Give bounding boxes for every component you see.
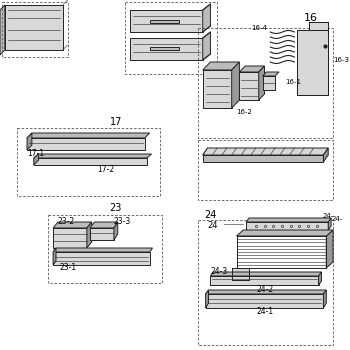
Polygon shape — [53, 252, 150, 265]
Polygon shape — [262, 76, 275, 90]
Polygon shape — [5, 5, 63, 50]
Polygon shape — [203, 148, 328, 155]
Text: 23-2: 23-2 — [57, 217, 74, 226]
Polygon shape — [203, 32, 210, 60]
Polygon shape — [34, 154, 38, 165]
Polygon shape — [27, 133, 150, 138]
Polygon shape — [130, 38, 203, 60]
Text: 16-2: 16-2 — [236, 109, 252, 115]
Polygon shape — [246, 218, 331, 222]
Text: 24-2: 24-2 — [257, 286, 274, 294]
Text: 17: 17 — [110, 117, 122, 127]
Polygon shape — [203, 155, 323, 162]
Polygon shape — [298, 30, 328, 95]
Text: 16-4: 16-4 — [252, 25, 267, 31]
Polygon shape — [34, 158, 147, 165]
Polygon shape — [87, 222, 92, 248]
Polygon shape — [205, 294, 323, 308]
Polygon shape — [259, 66, 265, 100]
Text: 24: 24 — [208, 222, 218, 231]
Polygon shape — [53, 228, 87, 248]
Polygon shape — [150, 20, 178, 23]
Polygon shape — [53, 222, 92, 228]
Polygon shape — [53, 248, 153, 252]
Text: 24-3: 24-3 — [210, 267, 228, 276]
Polygon shape — [232, 62, 239, 108]
Text: 16: 16 — [304, 13, 318, 23]
Polygon shape — [328, 218, 331, 230]
Text: 17-2: 17-2 — [98, 164, 115, 174]
Polygon shape — [326, 230, 333, 268]
Text: 24-1: 24-1 — [257, 308, 274, 316]
Text: 16-1: 16-1 — [285, 79, 301, 85]
Polygon shape — [210, 272, 321, 276]
Polygon shape — [239, 66, 265, 72]
Polygon shape — [232, 268, 249, 274]
Text: 24: 24 — [204, 210, 217, 220]
Polygon shape — [90, 228, 114, 240]
Polygon shape — [27, 138, 145, 150]
Polygon shape — [205, 290, 326, 294]
Polygon shape — [203, 4, 210, 32]
Polygon shape — [323, 290, 326, 308]
Text: 24-: 24- — [323, 214, 334, 226]
Polygon shape — [150, 47, 178, 50]
Polygon shape — [210, 276, 318, 285]
Polygon shape — [0, 5, 5, 55]
Polygon shape — [262, 72, 279, 76]
Polygon shape — [318, 272, 321, 285]
Text: 23-1: 23-1 — [60, 264, 77, 273]
Polygon shape — [205, 290, 209, 308]
Polygon shape — [130, 10, 203, 32]
Polygon shape — [323, 148, 328, 162]
Polygon shape — [114, 222, 118, 240]
Polygon shape — [203, 70, 232, 108]
Text: 23-3: 23-3 — [114, 217, 131, 226]
Polygon shape — [53, 248, 56, 265]
Text: 23: 23 — [110, 203, 122, 213]
Polygon shape — [237, 230, 333, 236]
Polygon shape — [34, 154, 152, 158]
Polygon shape — [90, 222, 118, 228]
Polygon shape — [203, 62, 239, 70]
Text: 16-3: 16-3 — [333, 57, 349, 63]
Polygon shape — [239, 72, 259, 100]
Polygon shape — [27, 133, 32, 150]
Text: 17-1: 17-1 — [27, 149, 44, 159]
Polygon shape — [309, 22, 328, 30]
Text: 24-: 24- — [331, 216, 342, 222]
Polygon shape — [246, 222, 328, 230]
